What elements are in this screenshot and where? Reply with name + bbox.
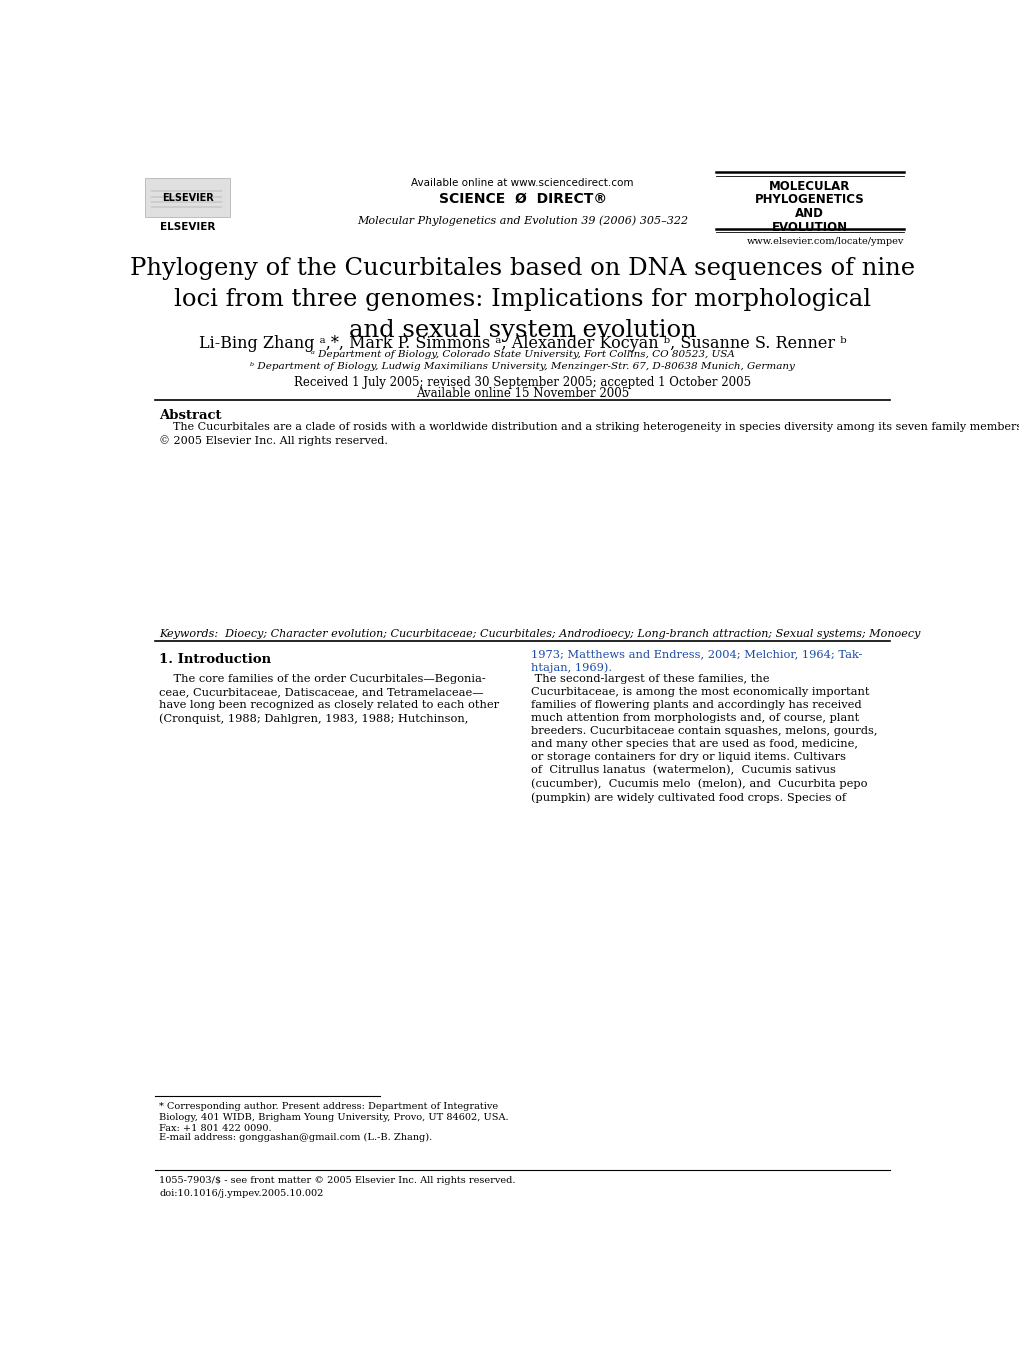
Text: EVOLUTION: EVOLUTION: [771, 220, 847, 234]
Text: Abstract: Abstract: [159, 409, 221, 423]
Text: Li-Bing Zhang ᵃ,*, Mark P. Simmons ᵃ, Alexander Kocyan ᵇ, Susanne S. Renner ᵇ: Li-Bing Zhang ᵃ,*, Mark P. Simmons ᵃ, Al…: [199, 334, 846, 352]
Text: ELSEVIER: ELSEVIER: [162, 193, 213, 202]
Text: Available online at www.sciencedirect.com: Available online at www.sciencedirect.co…: [411, 178, 634, 188]
Text: 1973; Matthews and Endress, 2004; Melchior, 1964; Tak-
htajan, 1969).: 1973; Matthews and Endress, 2004; Melchi…: [530, 650, 861, 674]
Text: doi:10.1016/j.ympev.2005.10.002: doi:10.1016/j.ympev.2005.10.002: [159, 1189, 323, 1197]
Text: The second-largest of these families, the
Cucurbitaceae, is among the most econo: The second-largest of these families, th…: [530, 674, 876, 803]
Text: SCIENCE  Ø  DIRECT®: SCIENCE Ø DIRECT®: [438, 192, 606, 205]
Text: The Cucurbitales are a clade of rosids with a worldwide distribution and a strik: The Cucurbitales are a clade of rosids w…: [159, 421, 1019, 446]
Text: Phylogeny of the Cucurbitales based on DNA sequences of nine
loci from three gen: Phylogeny of the Cucurbitales based on D…: [130, 257, 914, 342]
Text: Received 1 July 2005; revised 30 September 2005; accepted 1 October 2005: Received 1 July 2005; revised 30 Septemb…: [293, 375, 751, 389]
Text: ᵇ Department of Biology, Ludwig Maximilians University, Menzinger-Str. 67, D-806: ᵇ Department of Biology, Ludwig Maximili…: [250, 361, 795, 371]
Text: Available online 15 November 2005: Available online 15 November 2005: [416, 387, 629, 400]
Text: Molecular Phylogenetics and Evolution 39 (2006) 305–322: Molecular Phylogenetics and Evolution 39…: [357, 215, 688, 226]
Text: Keywords:  Dioecy; Character evolution; Cucurbitaceae; Cucurbitales; Androdioecy: Keywords: Dioecy; Character evolution; C…: [159, 629, 919, 639]
Text: E-mail address: gonggashan@gmail.com (L.-B. Zhang).: E-mail address: gonggashan@gmail.com (L.…: [159, 1133, 432, 1143]
Text: The core families of the order Cucurbitales—Begonia-
ceae, Cucurbitaceae, Datisc: The core families of the order Cucurbita…: [159, 674, 498, 723]
FancyBboxPatch shape: [145, 178, 230, 217]
Text: * Corresponding author. Present address: Department of Integrative
Biology, 401 : * Corresponding author. Present address:…: [159, 1102, 508, 1133]
Text: PHYLOGENETICS: PHYLOGENETICS: [754, 193, 864, 207]
Text: 1055-7903/$ - see front matter © 2005 Elsevier Inc. All rights reserved.: 1055-7903/$ - see front matter © 2005 El…: [159, 1176, 516, 1185]
Text: AND: AND: [795, 207, 823, 220]
Text: MOLECULAR: MOLECULAR: [768, 179, 850, 193]
Text: ELSEVIER: ELSEVIER: [160, 222, 215, 231]
Text: ᵃ Department of Biology, Colorado State University, Fort Collins, CO 80523, USA: ᵃ Department of Biology, Colorado State …: [311, 351, 734, 359]
Text: www.elsevier.com/locate/ympev: www.elsevier.com/locate/ympev: [746, 238, 903, 246]
Text: 1. Introduction: 1. Introduction: [159, 652, 271, 666]
